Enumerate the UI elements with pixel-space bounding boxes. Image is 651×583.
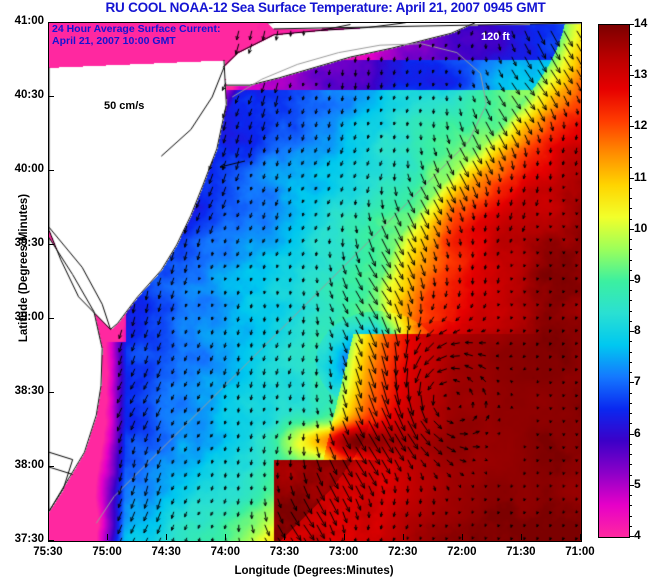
x-tick-73-00: 73:00 [328, 546, 359, 558]
coastline-and-current-vectors-canvas [49, 23, 581, 541]
colorbar-minor-tick [629, 372, 632, 373]
colorbar-tickmark [629, 178, 634, 179]
colorbar-gradient [599, 25, 629, 537]
colorbar-minor-tick [629, 270, 632, 271]
colorbar-minor-tick [629, 96, 632, 97]
current-annotation: 24 Hour Average Surface Current: April 2… [52, 23, 221, 47]
colorbar-minor-tick [629, 341, 632, 342]
colorbar-minor-tick [629, 44, 632, 45]
y-tick-38-30: 38:30 [14, 385, 44, 397]
colorbar-minor-tick [629, 352, 632, 353]
colorbar-minor-tick [629, 505, 632, 506]
colorbar-tickmark [629, 24, 634, 25]
y-tick-40-30: 40:30 [14, 89, 44, 101]
colorbar-tickmark [629, 536, 634, 537]
colorbar-tickmark [629, 331, 634, 332]
page-title: RU COOL NOAA-12 Sea Surface Temperature:… [105, 0, 546, 15]
y-tick-39-00: 39:00 [14, 311, 44, 323]
colorbar-tick-12: 12 [634, 118, 648, 133]
colorbar-tickmark [629, 485, 634, 486]
x-tick-74-00: 74:00 [210, 546, 241, 558]
colorbar[interactable] [598, 24, 630, 538]
colorbar-minor-tick [629, 444, 632, 445]
colorbar-tick-8: 8 [634, 323, 641, 338]
colorbar-minor-tick [629, 85, 632, 86]
colorbar-tick-13: 13 [634, 67, 648, 82]
x-tick-75-00: 75:00 [92, 546, 122, 558]
colorbar-minor-tick [629, 423, 632, 424]
x-tick-71-00: 71:00 [565, 546, 595, 558]
colorbar-tick-14: 14 [634, 16, 648, 30]
y-tick-38-00: 38:00 [14, 459, 44, 471]
colorbar-minor-tick [629, 393, 632, 394]
colorbar-minor-tick [629, 403, 632, 404]
sst-map-plot[interactable]: 24 Hour Average Surface Current: April 2… [48, 22, 582, 542]
colorbar-tickmark [629, 382, 634, 383]
y-tick-39-30: 39:30 [14, 237, 44, 249]
colorbar-minor-tick [629, 321, 632, 322]
colorbar-minor-tick [629, 300, 632, 301]
colorbar-tickmark [629, 280, 634, 281]
x-tick-75-30: 75:30 [33, 546, 63, 558]
colorbar-tick-4: 4 [634, 528, 641, 542]
y-axis-label: Latitude (Degrees:Minutes) [18, 193, 30, 343]
colorbar-tick-7: 7 [634, 374, 641, 389]
colorbar-minor-tick [629, 137, 632, 138]
velocity-scale-label: 50 cm/s [104, 100, 145, 112]
colorbar-minor-tick [629, 495, 632, 496]
colorbar-minor-tick [629, 65, 632, 66]
colorbar-tickmark [629, 229, 634, 230]
colorbar-tick-11: 11 [634, 169, 647, 184]
colorbar-minor-tick [629, 464, 632, 465]
colorbar-minor-tick [629, 219, 632, 220]
colorbar-minor-tick [629, 311, 632, 312]
colorbar-minor-tick [629, 157, 632, 158]
colorbar-minor-tick [629, 208, 632, 209]
colorbar-minor-tick [629, 167, 632, 168]
colorbar-minor-tick [629, 34, 632, 35]
x-tick-73-30: 73:30 [269, 546, 300, 558]
colorbar-minor-tick [629, 260, 632, 261]
colorbar-minor-tick [629, 249, 632, 250]
colorbar-tick-9: 9 [634, 272, 641, 286]
colorbar-minor-tick [629, 147, 632, 148]
colorbar-minor-tick [629, 413, 632, 414]
x-tick-74-30: 74:30 [151, 546, 181, 558]
colorbar-tick-5: 5 [634, 476, 641, 491]
colorbar-tickmark [629, 434, 634, 435]
colorbar-minor-tick [629, 106, 632, 107]
depth-contour-label: 120 ft [481, 31, 510, 43]
colorbar-minor-tick [629, 475, 632, 476]
colorbar-minor-tick [629, 290, 632, 291]
x-tick-72-00: 72:00 [447, 546, 477, 558]
x-axis-label: Longitude (Degrees:Minutes) [234, 565, 394, 577]
colorbar-minor-tick [629, 516, 632, 517]
colorbar-tickmark [629, 75, 634, 76]
colorbar-tick-6: 6 [634, 425, 641, 440]
y-tick-40-00: 40:00 [14, 163, 44, 175]
x-tick-71-30: 71:30 [506, 546, 536, 558]
colorbar-minor-tick [629, 116, 632, 117]
colorbar-minor-tick [629, 239, 632, 240]
colorbar-tick-10: 10 [634, 220, 648, 235]
y-tick-37-30: 37:30 [14, 533, 44, 545]
x-tick-72-30: 72:30 [387, 546, 418, 558]
y-tick-41-00: 41:00 [14, 15, 44, 27]
colorbar-tickmark [629, 126, 634, 127]
colorbar-minor-tick [629, 526, 632, 527]
colorbar-minor-tick [629, 362, 632, 363]
colorbar-minor-tick [629, 454, 632, 455]
colorbar-minor-tick [629, 198, 632, 199]
colorbar-minor-tick [629, 55, 632, 56]
colorbar-minor-tick [629, 188, 632, 189]
